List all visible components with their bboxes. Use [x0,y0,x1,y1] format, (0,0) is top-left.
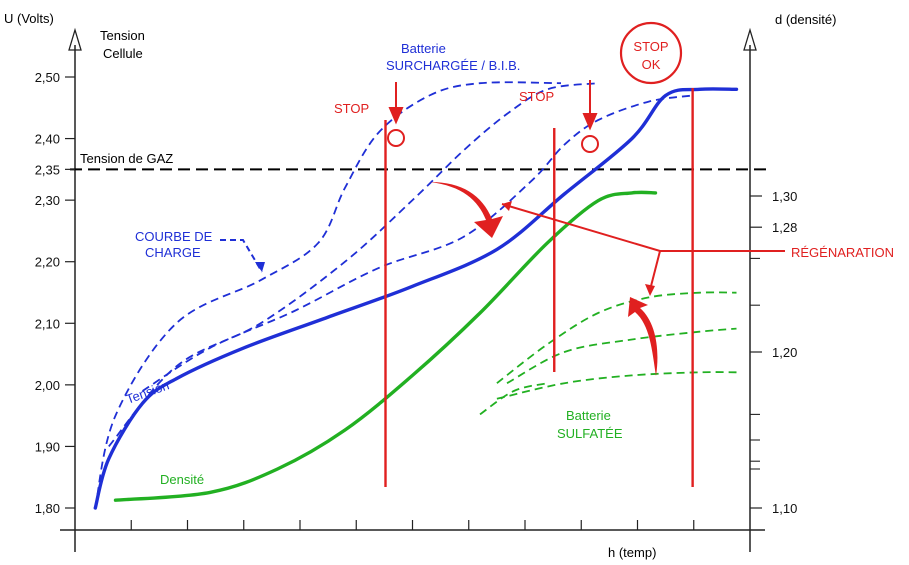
right-axis-arrowhead [743,27,757,51]
series-layer [93,81,739,510]
stop-ok-label-line2: OK [642,57,661,72]
left-axis-sublabel-line2: Cellule [103,46,143,61]
left-axis-sublabel-line1: Tension [100,28,145,43]
left-axis-tick-label: 2,35 [35,162,60,177]
right-axis-tick-label: 1,10 [772,501,797,516]
sulfated-curve-4 [479,382,548,416]
sulfated-curve-2 [506,327,737,384]
sulfated-curve-1 [496,291,737,384]
stop-ok-label-line1: STOP [633,39,668,54]
stop2-marker-circle [581,135,599,153]
axes [60,27,768,552]
left-axis-tick-label: 2,40 [35,132,60,147]
left-axis-arrowhead [68,27,82,51]
sulfated-label-line1: Batterie [566,408,611,423]
stop-lines [384,88,694,487]
left-axis-tick-label: 2,30 [35,193,60,208]
stop2-arrow-icon [582,80,598,131]
tension-curve-label: Tension [124,377,171,406]
stop1-arrow-icon [388,82,404,125]
regeneration-label: RÉGÉNARATION [791,245,894,260]
overcharged-label-line2: SURCHARGÉE / B.I.B. [386,58,520,73]
left-axis-tick-label: 1,80 [35,501,60,516]
regeneration-connector-arrowhead-1 [502,201,512,211]
regeneration-connector-line-2 [649,250,661,291]
charge-curve-label-line1: COURBE DE [135,229,213,244]
regeneration-connector-arrowhead-2 [645,284,655,296]
regeneration-curved-arrow-1 [430,182,503,238]
tension-curve [93,87,739,510]
charge-curve-pointer-head-icon [255,262,265,272]
right-axis-ticks: 1,10 1,20 1,28 1,30 [750,189,797,516]
stop-ok-circle [619,21,683,85]
x-axis-label: h (temp) [608,545,656,560]
left-axis-tick-label: 2,50 [35,70,60,85]
left-axis-tick-label: 2,20 [35,255,60,270]
overcharged-curve-3 [142,94,693,392]
left-axis-tick-label: 1,90 [35,439,60,454]
stop1-marker-circle [387,129,405,147]
charge-curve-pointer-icon [220,239,263,273]
densite-curve-label: Densité [160,472,204,487]
regeneration-curved-arrow-2 [628,297,658,376]
right-axis-tick-label: 1,30 [772,189,797,204]
stop2-label: STOP [519,89,554,104]
overcharged-label-line1: Batterie [401,41,446,56]
overcharged-curve-2 [108,82,599,447]
charge-curve-label-line2: CHARGE [145,245,201,260]
left-axis-label: U (Volts) [4,11,54,26]
left-axis-ticks: 1,80 1,90 2,00 2,10 2,20 2,30 2,35 2,40 2,50 [35,70,75,516]
right-axis-tick-label: 1,28 [772,220,797,235]
stop1-label: STOP [334,101,369,116]
right-axis-label: d (densité) [775,12,836,27]
right-axis-tick-label: 1,20 [772,345,797,360]
sulfated-label-line2: SULFATÉE [557,426,623,441]
densite-curve [113,190,658,502]
overcharged-curve-1 [94,81,562,509]
left-axis-tick-label: 2,10 [35,316,60,331]
left-axis-tick-label: 2,00 [35,378,60,393]
sulfated-curve-3 [496,371,737,400]
gas-tension-label: Tension de GAZ [80,151,173,166]
